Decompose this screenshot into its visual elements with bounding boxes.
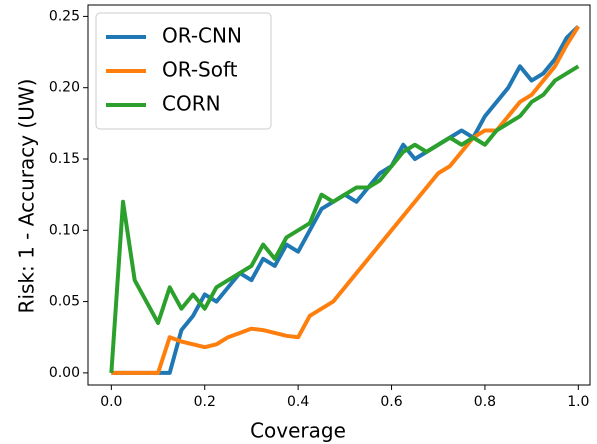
series-line	[111, 25, 581, 375]
legend-label: OR-Soft	[162, 58, 238, 82]
y-tick-label: 0.15	[49, 151, 80, 167]
x-axis-label: Coverage	[250, 419, 346, 443]
x-tick-label: 0.8	[474, 394, 496, 410]
y-axis-label: Risk: 1 - Accuracy (UW)	[15, 79, 39, 314]
y-tick-label: 0.25	[49, 8, 80, 24]
x-tick-label: 0.2	[194, 394, 216, 410]
x-tick-label: 0.6	[380, 394, 402, 410]
x-tick-label: 0.4	[287, 394, 309, 410]
plot-frame	[87, 4, 591, 386]
legend-label: CORN	[162, 92, 221, 116]
x-tick-label: 1.0	[567, 394, 589, 410]
legend-label: OR-CNN	[162, 24, 242, 48]
series-line	[109, 64, 580, 374]
x-tick-label: 0.0	[100, 394, 122, 410]
y-tick-label: 0.20	[49, 80, 80, 96]
legend-box	[95, 12, 272, 130]
y-tick-label: 0.00	[49, 365, 80, 381]
y-tick-label: 0.05	[49, 294, 80, 310]
y-tick-label: 0.10	[49, 222, 80, 238]
